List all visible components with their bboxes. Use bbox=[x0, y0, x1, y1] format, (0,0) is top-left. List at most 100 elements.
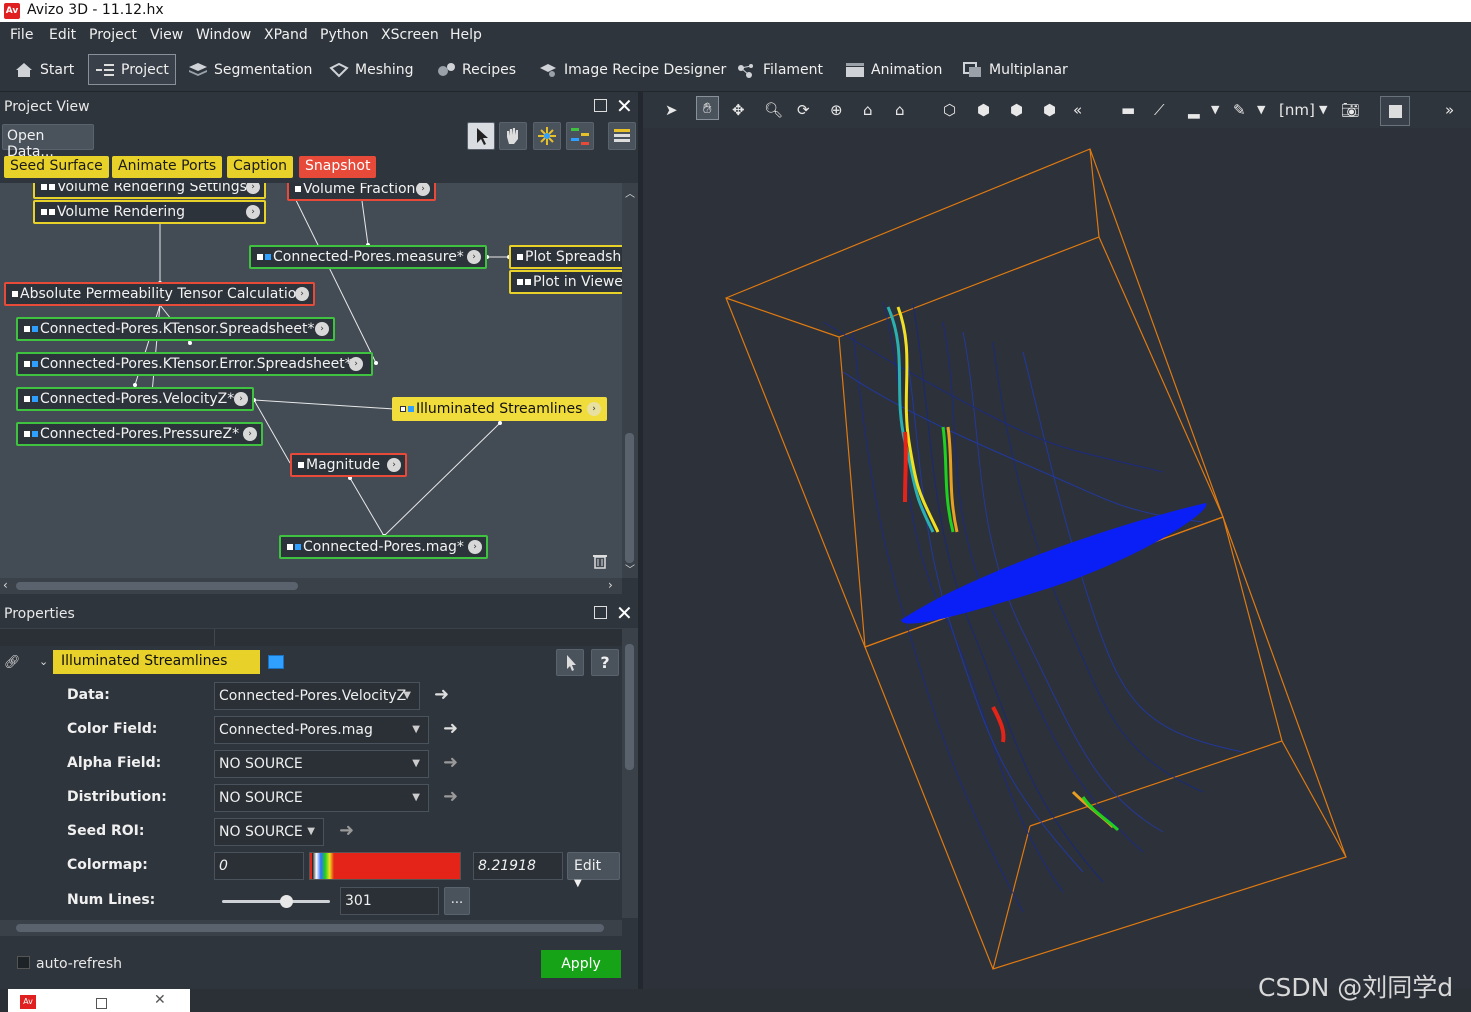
menu-view[interactable]: View bbox=[150, 27, 184, 43]
node-volume-rendering[interactable]: Volume Rendering › bbox=[33, 200, 266, 224]
colormap-bar[interactable] bbox=[309, 852, 461, 880]
node-measure[interactable]: Connected-Pores.measure* › bbox=[249, 245, 487, 269]
close-icon[interactable]: ✕ bbox=[616, 94, 633, 118]
menu-project[interactable]: Project bbox=[89, 27, 137, 43]
arrow-right-icon[interactable]: ➜ bbox=[434, 684, 450, 705]
menu-xscreen[interactable]: XScreen bbox=[381, 27, 439, 43]
graph-horizontal-scrollbar[interactable]: ‹ › bbox=[0, 578, 622, 594]
node-port-arrow-icon[interactable]: › bbox=[246, 183, 260, 194]
workspace-multiplanar[interactable]: Multiplanar bbox=[957, 54, 1074, 85]
close-icon[interactable]: ✕ bbox=[154, 992, 166, 1008]
arrow-right-icon[interactable]: ➜ bbox=[443, 752, 459, 773]
orient-x-icon[interactable]: ⬢ bbox=[977, 101, 991, 119]
workspace-start[interactable]: Start bbox=[8, 54, 80, 85]
restore-icon[interactable] bbox=[96, 998, 107, 1009]
chevron-up-icon[interactable]: ︿ bbox=[625, 189, 635, 200]
arrow-right-icon[interactable]: ➜ bbox=[443, 718, 459, 739]
seek-icon[interactable]: ⊕ bbox=[830, 101, 843, 119]
node-port-arrow-icon[interactable]: › bbox=[416, 183, 430, 196]
home-view-icon[interactable]: ⌂ bbox=[863, 101, 873, 119]
ruler-icon[interactable]: ▂ bbox=[1188, 101, 1200, 119]
node-port-arrow-icon[interactable]: › bbox=[243, 427, 257, 441]
help-button[interactable]: ? bbox=[591, 649, 619, 676]
apply-button[interactable]: Apply bbox=[541, 950, 621, 978]
node-port-arrow-icon[interactable]: › bbox=[467, 250, 481, 264]
node-plot-in-viewer[interactable]: Plot in Viewe bbox=[509, 270, 622, 294]
menu-window[interactable]: Window bbox=[196, 27, 252, 43]
seed-surface-disc[interactable] bbox=[901, 503, 1207, 624]
3d-viewer[interactable] bbox=[643, 92, 1471, 989]
color-field-select[interactable]: Connected-Pores.mag ▼ bbox=[214, 716, 429, 744]
rotate-icon[interactable]: ⟳ bbox=[797, 101, 810, 119]
alpha-field-select[interactable]: NO SOURCE ▼ bbox=[214, 750, 429, 778]
node-ktensor-spreadsheet[interactable]: Connected-Pores.KTensor.Spreadsheet* › bbox=[16, 317, 335, 341]
chevron-left-icon[interactable]: ‹ bbox=[3, 578, 8, 592]
orient-z-icon[interactable]: ⬢ bbox=[1043, 101, 1057, 119]
zoom-icon[interactable]: 🔍︎ bbox=[764, 101, 784, 119]
seed-roi-select[interactable]: NO SOURCE ▼ bbox=[214, 818, 324, 846]
graph-vertical-scrollbar[interactable]: ︿ ﹀ bbox=[622, 183, 638, 578]
link-icon[interactable]: 🔗︎ bbox=[4, 655, 21, 670]
maximize-icon[interactable] bbox=[594, 99, 607, 112]
trash-icon[interactable] bbox=[592, 553, 608, 569]
caption-button[interactable]: Caption bbox=[227, 156, 294, 178]
workspace-animation[interactable]: Animation bbox=[839, 54, 948, 85]
workspace-meshing[interactable]: Meshing bbox=[323, 54, 420, 85]
colormap-edit-button[interactable]: Edit ▼ bbox=[567, 852, 620, 889]
node-port-arrow-icon[interactable]: › bbox=[246, 205, 260, 219]
num-lines-slider[interactable] bbox=[222, 895, 330, 908]
view-all-icon[interactable]: ⬡ bbox=[943, 101, 957, 119]
slider-handle[interactable] bbox=[280, 895, 293, 908]
node-pressure[interactable]: Connected-Pores.PressureZ* › bbox=[16, 422, 263, 446]
node-velocity[interactable]: Connected-Pores.VelocityZ* › bbox=[16, 387, 254, 411]
pointer-icon[interactable]: ➤ bbox=[665, 101, 678, 119]
animate-ports-button[interactable]: Animate Ports bbox=[112, 156, 223, 178]
colormap-max-input[interactable]: 8.21918 bbox=[473, 852, 563, 880]
hand-tool-button[interactable] bbox=[499, 122, 527, 150]
arrow-right-icon[interactable]: ➜ bbox=[339, 820, 355, 841]
scrollbar-thumb[interactable] bbox=[625, 644, 634, 770]
num-lines-more-button[interactable]: ... bbox=[444, 887, 470, 915]
layout-button[interactable] bbox=[566, 122, 594, 150]
node-port-arrow-icon[interactable]: › bbox=[234, 392, 248, 406]
workspace-segmentation[interactable]: Segmentation bbox=[182, 54, 318, 85]
node-mag[interactable]: Connected-Pores.mag* › bbox=[279, 535, 488, 559]
scrollbar-thumb[interactable] bbox=[16, 924, 604, 932]
more-tools-icon[interactable]: » bbox=[1445, 101, 1455, 119]
set-home-icon[interactable]: ⌂ bbox=[895, 101, 905, 119]
data-select[interactable]: Connected-Pores.VelocityZ ▼ bbox=[214, 682, 420, 710]
node-illuminated-streamlines[interactable]: Illuminated Streamlines › bbox=[392, 397, 607, 421]
move-icon[interactable]: ✥ bbox=[732, 101, 745, 119]
select-module-button[interactable] bbox=[556, 649, 584, 676]
scrollbar-thumb[interactable] bbox=[16, 582, 298, 590]
menu-python[interactable]: Python bbox=[320, 27, 369, 43]
node-port-arrow-icon[interactable]: › bbox=[387, 458, 401, 472]
node-port-arrow-icon[interactable]: › bbox=[315, 322, 329, 336]
auto-connect-button[interactable] bbox=[533, 122, 561, 150]
auto-refresh-checkbox[interactable] bbox=[17, 956, 30, 969]
close-icon[interactable]: ✕ bbox=[616, 601, 633, 625]
measure-icon[interactable]: ⟋ bbox=[1154, 101, 1165, 119]
picker-icon[interactable]: ✎ bbox=[1233, 101, 1246, 119]
menu-xpand[interactable]: XPand bbox=[264, 27, 308, 43]
chevron-right-icon[interactable]: › bbox=[608, 578, 613, 592]
camera-icon[interactable]: 📷︎ bbox=[1341, 101, 1361, 119]
taskbar-window[interactable]: Av ✕ bbox=[8, 989, 190, 1012]
menu-help[interactable]: Help bbox=[450, 27, 482, 43]
project-graph[interactable]: Volume Rendering Settings › Volume Render… bbox=[0, 183, 622, 578]
hand-icon[interactable]: ✋︎ bbox=[696, 96, 719, 120]
units-label[interactable]: [nm] bbox=[1279, 101, 1315, 119]
node-ktensor-error-spreadsheet[interactable]: Connected-Pores.KTensor.Error.Spreadshee… bbox=[16, 352, 373, 376]
node-port-arrow-icon[interactable]: › bbox=[468, 540, 482, 554]
chevron-down-icon[interactable]: ⌄ bbox=[39, 655, 49, 668]
workspace-project[interactable]: Project bbox=[88, 54, 176, 85]
pointer-tool-button[interactable] bbox=[467, 122, 495, 150]
chevron-down-icon[interactable]: ﹀ bbox=[625, 565, 635, 576]
workspace-filament[interactable]: Filament bbox=[731, 54, 829, 85]
properties-vertical-scrollbar[interactable] bbox=[622, 628, 638, 918]
node-plot-spreadsheet[interactable]: Plot Spreadshe bbox=[509, 245, 622, 269]
distribution-select[interactable]: NO SOURCE ▼ bbox=[214, 784, 429, 812]
colormap-min-input[interactable]: 0 bbox=[214, 852, 304, 880]
menu-edit[interactable]: Edit bbox=[49, 27, 77, 43]
workspace-recipes[interactable]: Recipes bbox=[430, 54, 522, 85]
